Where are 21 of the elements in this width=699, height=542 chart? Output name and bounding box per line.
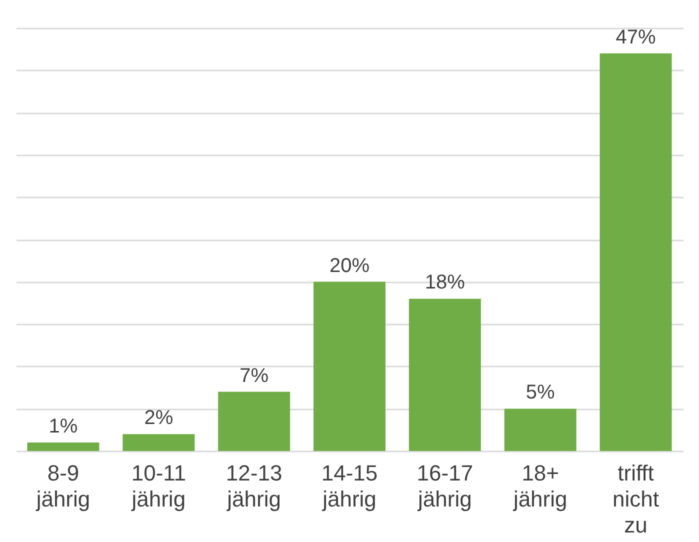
bar	[27, 442, 100, 451]
x-tick-label: 8-9 jährig	[35, 460, 90, 512]
x-tick-label: 14-15 jährig	[321, 460, 378, 512]
data-label: 5%	[526, 382, 556, 404]
x-tick-label: 10-11 jährig	[130, 460, 186, 512]
x-tick-label: trifft nicht zu	[612, 460, 660, 538]
data-label: 2%	[144, 407, 174, 430]
data-label: 7%	[240, 364, 269, 387]
bar	[408, 298, 481, 451]
bar	[504, 408, 576, 451]
data-label: 18%	[424, 272, 466, 294]
x-tick-label: 12-13 jährig	[226, 460, 282, 512]
x-tick-label: 18+ jährig	[512, 460, 568, 512]
x-tick-label: 16-17 jährig	[416, 460, 474, 512]
bar	[122, 434, 195, 451]
data-label: 20%	[329, 254, 370, 277]
bar	[314, 282, 386, 451]
data-label: 1%	[48, 416, 78, 438]
data-label: 47%	[616, 26, 656, 48]
bar	[218, 392, 290, 451]
bar	[600, 53, 672, 451]
